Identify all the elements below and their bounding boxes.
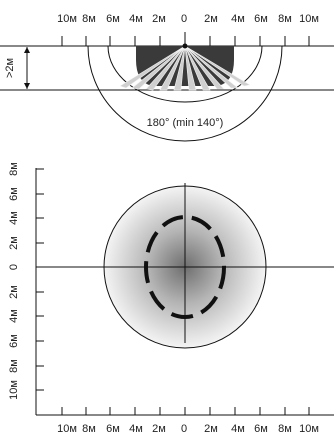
top-y-label: 2м xyxy=(8,236,20,250)
top-y-label: 4м xyxy=(8,309,20,323)
side-x-label: 2м xyxy=(152,13,166,25)
side-x-label: 10м xyxy=(299,13,319,25)
top-y-ticks xyxy=(36,168,44,391)
side-x-label: 8м xyxy=(278,13,292,25)
side-ticks xyxy=(61,36,310,46)
detection-beams xyxy=(119,45,251,91)
top-x-label: 4м xyxy=(231,423,245,433)
side-x-label: 4м xyxy=(231,13,245,25)
top-x-ticks xyxy=(61,407,310,415)
top-y-label: 4м xyxy=(8,211,20,225)
sensor-dome xyxy=(136,46,234,86)
side-x-label: 10м xyxy=(57,13,77,25)
top-x-label: 2м xyxy=(204,423,218,433)
top-y-label: 8м xyxy=(8,162,20,176)
coverage-arc-outer xyxy=(87,45,283,142)
top-x-label: 8м xyxy=(278,423,292,433)
side-x-label: 2м xyxy=(204,13,218,25)
height-arrow-bottom xyxy=(24,83,30,89)
top-y-label: 6м xyxy=(8,334,20,348)
top-x-label: 10м xyxy=(57,423,77,433)
top-x-label: 2м xyxy=(152,423,166,433)
coverage-arc-inner xyxy=(107,45,263,103)
sensor-dot xyxy=(182,43,188,49)
side-x-label: 0 xyxy=(181,13,187,25)
top-x-label: 0 xyxy=(181,423,187,433)
top-y-label: 2м xyxy=(8,285,20,299)
side-x-label: 8м xyxy=(82,13,96,25)
side-x-label: 6м xyxy=(106,13,120,25)
side-view: 10м 8м 6м 4м 2м 0 2м 4м 6м 8м 10м xyxy=(0,13,334,142)
top-x-label: 8м xyxy=(82,423,96,433)
side-x-label: 6м xyxy=(254,13,268,25)
top-x-label: 6м xyxy=(254,423,268,433)
top-y-label: 10м xyxy=(8,380,20,400)
side-x-label: 4м xyxy=(129,13,143,25)
top-x-label: 10м xyxy=(299,423,319,433)
top-y-label: 8м xyxy=(8,359,20,373)
top-x-label: 6м xyxy=(106,423,120,433)
height-label: >2м xyxy=(4,58,16,78)
top-x-label: 4м xyxy=(129,423,143,433)
height-arrow-top xyxy=(24,47,30,53)
top-y-label: 0 xyxy=(8,264,20,270)
top-view: 8м 6м 4м 2м 0 2м 4м 6м 8м 10м 10м 8м 6м … xyxy=(8,162,334,433)
top-y-label: 6м xyxy=(8,187,20,201)
angle-label: 180° (min 140°) xyxy=(147,117,224,129)
